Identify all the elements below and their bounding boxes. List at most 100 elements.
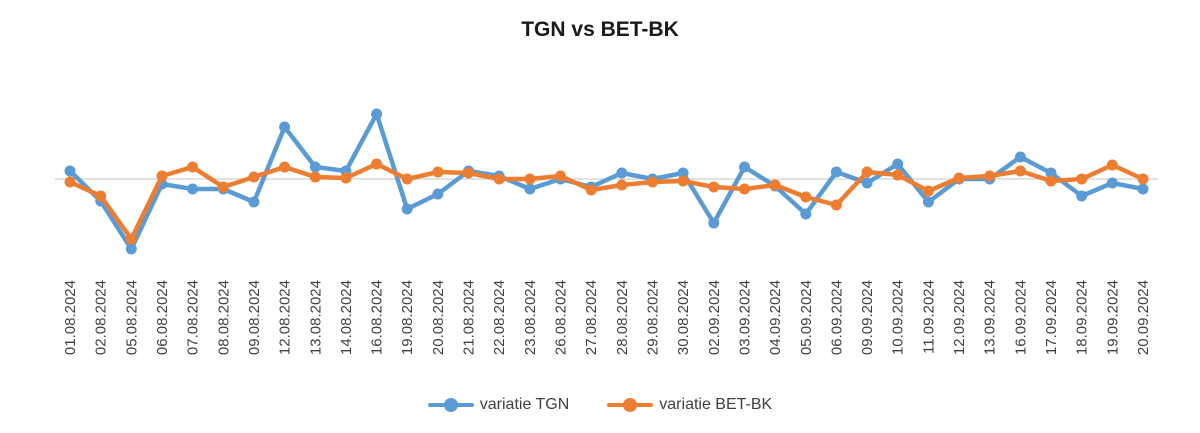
x-tick-label: 12.08.2024	[277, 280, 294, 355]
data-point-bet-bk	[1076, 173, 1088, 185]
data-point-bet-bk	[463, 167, 474, 179]
data-point-bet-bk	[340, 172, 352, 184]
data-point-tgn	[401, 203, 413, 215]
legend-item-tgn: variatie TGN	[427, 396, 570, 414]
series-layer	[64, 108, 1149, 255]
data-point-bet-bk	[125, 233, 137, 245]
data-point-bet-bk	[1045, 175, 1057, 187]
data-point-tgn	[309, 161, 321, 173]
data-point-tgn	[125, 243, 137, 255]
series-line-tgn	[67, 111, 1146, 252]
x-tick-label: 06.09.2024	[828, 280, 845, 355]
data-point-tgn	[187, 183, 199, 195]
legend-label-bet-bk: variatie BET-BK	[659, 396, 773, 413]
x-tick-label: 11.09.2024	[920, 280, 937, 354]
x-tick-label: 30.08.2024	[675, 280, 692, 355]
x-tick-label: 03.09.2024	[736, 280, 753, 355]
x-tick-label: 02.09.2024	[706, 280, 723, 355]
data-point-bet-bk	[371, 158, 383, 170]
data-point-tgn	[524, 183, 536, 195]
line-chart: 01.08.2024 02.08.2024 05.08.2024 06.08.2024…	[55, 108, 1158, 355]
data-point-bet-bk	[953, 172, 965, 184]
data-point-bet-bk	[187, 161, 199, 173]
x-tick-label: 04.09.2024	[767, 280, 784, 355]
data-point-bet-bk	[616, 179, 628, 191]
x-tick-label: 20.09.2024	[1135, 280, 1152, 355]
series-bet-bk	[64, 158, 1149, 245]
x-tick-labels: 01.08.2024 02.08.2024 05.08.2024 06.08.2024…	[62, 280, 1152, 355]
x-tick-label: 10.09.2024	[890, 280, 907, 355]
x-tick-label: 19.08.2024	[399, 280, 416, 355]
x-tick-label: 05.08.2024	[123, 280, 140, 355]
data-point-tgn	[64, 165, 76, 177]
legend: variatie TGN variatie BET-BK	[0, 396, 1200, 414]
x-tick-label: 12.09.2024	[951, 280, 968, 355]
data-point-tgn	[739, 161, 750, 173]
x-tick-label: 18.09.2024	[1074, 280, 1091, 355]
data-point-tgn	[1076, 190, 1088, 202]
data-point-tgn	[279, 121, 291, 133]
x-tick-label: 02.08.2024	[93, 280, 110, 355]
data-point-bet-bk	[984, 170, 996, 182]
data-point-bet-bk	[64, 176, 76, 188]
x-tick-label: 13.09.2024	[982, 280, 999, 355]
legend-swatch-tgn	[427, 398, 474, 412]
data-point-bet-bk	[861, 166, 873, 178]
data-point-bet-bk	[217, 181, 229, 193]
x-tick-label: 21.08.2024	[461, 280, 478, 355]
data-point-bet-bk	[432, 166, 444, 178]
x-tick-label: 13.08.2024	[307, 280, 324, 355]
data-point-tgn	[800, 208, 812, 220]
data-point-tgn	[861, 177, 873, 189]
x-tick-label: 22.08.2024	[491, 280, 508, 355]
data-point-bet-bk	[677, 175, 689, 187]
data-point-tgn	[922, 196, 934, 208]
legend-swatch-bet-bk	[607, 398, 654, 412]
data-point-bet-bk	[309, 171, 321, 183]
data-point-bet-bk	[555, 170, 566, 182]
x-tick-label: 27.08.2024	[583, 280, 600, 355]
series-tgn	[64, 108, 1149, 255]
data-point-bet-bk	[922, 185, 934, 197]
data-point-bet-bk	[830, 199, 842, 211]
data-point-tgn	[432, 188, 444, 200]
x-tick-label: 08.08.2024	[215, 280, 232, 355]
data-point-bet-bk	[524, 173, 536, 185]
series-line-bet-bk	[67, 161, 1146, 242]
data-point-bet-bk	[708, 181, 720, 193]
data-point-bet-bk	[95, 190, 107, 202]
x-tick-label: 09.08.2024	[246, 280, 263, 355]
data-point-bet-bk	[800, 191, 812, 203]
data-point-tgn	[892, 158, 904, 170]
x-tick-label: 16.08.2024	[369, 280, 386, 355]
x-tick-label: 20.08.2024	[430, 280, 447, 355]
data-point-tgn	[1106, 177, 1118, 189]
data-point-bet-bk	[739, 183, 750, 195]
x-tick-label: 28.08.2024	[614, 280, 631, 355]
x-tick-label: 05.09.2024	[798, 280, 815, 355]
data-point-bet-bk	[401, 173, 413, 185]
x-tick-label: 26.08.2024	[553, 280, 570, 355]
x-tick-label: 06.08.2024	[154, 280, 171, 355]
data-point-tgn	[1014, 151, 1026, 163]
x-tick-label: 23.08.2024	[522, 280, 539, 355]
data-point-tgn	[677, 167, 689, 179]
data-point-bet-bk	[1014, 165, 1026, 177]
data-point-bet-bk	[585, 184, 597, 196]
data-point-bet-bk	[279, 161, 291, 173]
data-point-bet-bk	[156, 170, 168, 182]
data-point-bet-bk	[493, 173, 505, 185]
data-point-tgn	[830, 166, 842, 178]
data-point-bet-bk	[892, 169, 904, 181]
x-tick-label: 01.08.2024	[62, 280, 79, 355]
chart-title: TGN vs BET-BK	[521, 18, 679, 41]
x-tick-label: 07.08.2024	[185, 280, 202, 355]
data-point-bet-bk	[1106, 159, 1118, 171]
x-tick-label: 14.08.2024	[338, 280, 355, 355]
data-point-tgn	[616, 167, 628, 179]
legend-item-bet-bk: variatie BET-BK	[607, 396, 772, 414]
data-point-tgn	[248, 196, 260, 208]
data-point-bet-bk	[647, 176, 658, 188]
legend-label-tgn: variatie TGN	[479, 396, 570, 413]
data-point-bet-bk	[1137, 173, 1149, 185]
